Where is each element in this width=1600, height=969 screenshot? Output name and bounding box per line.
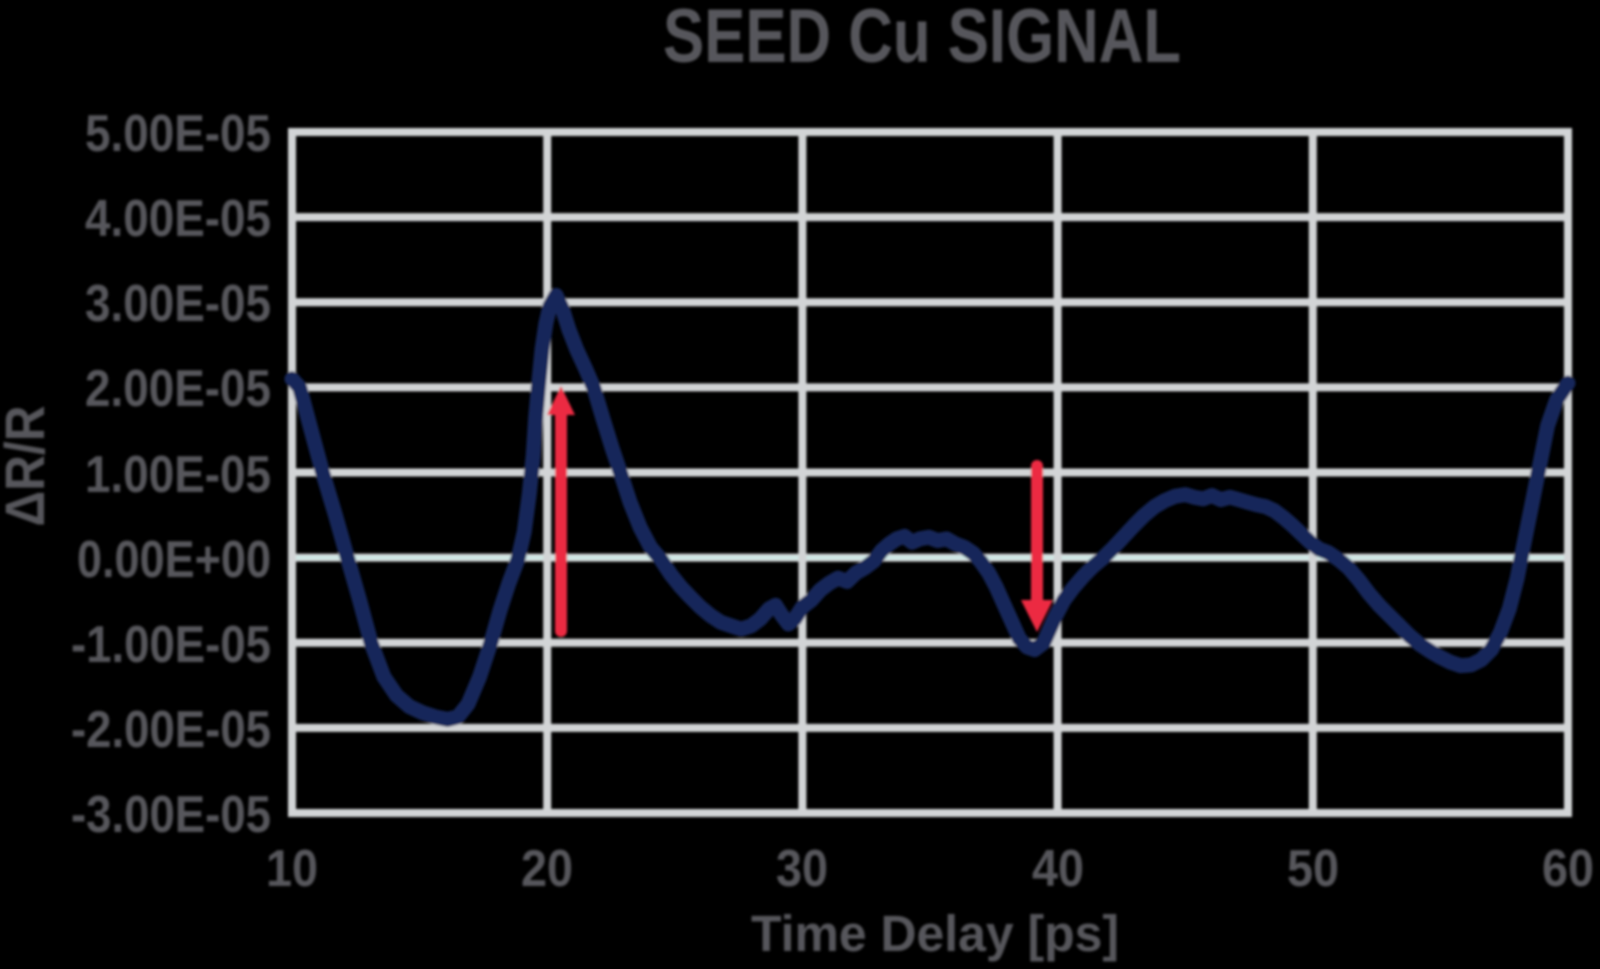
svg-text:5.00E-05: 5.00E-05 (85, 105, 271, 163)
svg-text:SEED Cu SIGNAL: SEED Cu SIGNAL (663, 0, 1181, 79)
svg-text:50: 50 (1287, 840, 1339, 898)
svg-text:Time Delay [ps]: Time Delay [ps] (751, 905, 1119, 962)
svg-text:60: 60 (1542, 840, 1594, 898)
svg-text:-2.00E-05: -2.00E-05 (71, 701, 271, 759)
svg-text:-1.00E-05: -1.00E-05 (71, 616, 271, 674)
svg-text:3.00E-05: 3.00E-05 (85, 275, 271, 333)
svg-text:-3.00E-05: -3.00E-05 (71, 786, 271, 844)
svg-text:1.00E-05: 1.00E-05 (85, 446, 271, 504)
svg-text:2.00E-05: 2.00E-05 (85, 360, 271, 418)
svg-text:10: 10 (266, 840, 318, 898)
svg-text:20: 20 (521, 840, 573, 898)
svg-text:30: 30 (776, 840, 828, 898)
svg-text:40: 40 (1032, 840, 1084, 898)
svg-text:ΔR/R: ΔR/R (0, 406, 56, 527)
svg-text:4.00E-05: 4.00E-05 (85, 190, 271, 248)
svg-text:0.00E+00: 0.00E+00 (77, 531, 271, 589)
